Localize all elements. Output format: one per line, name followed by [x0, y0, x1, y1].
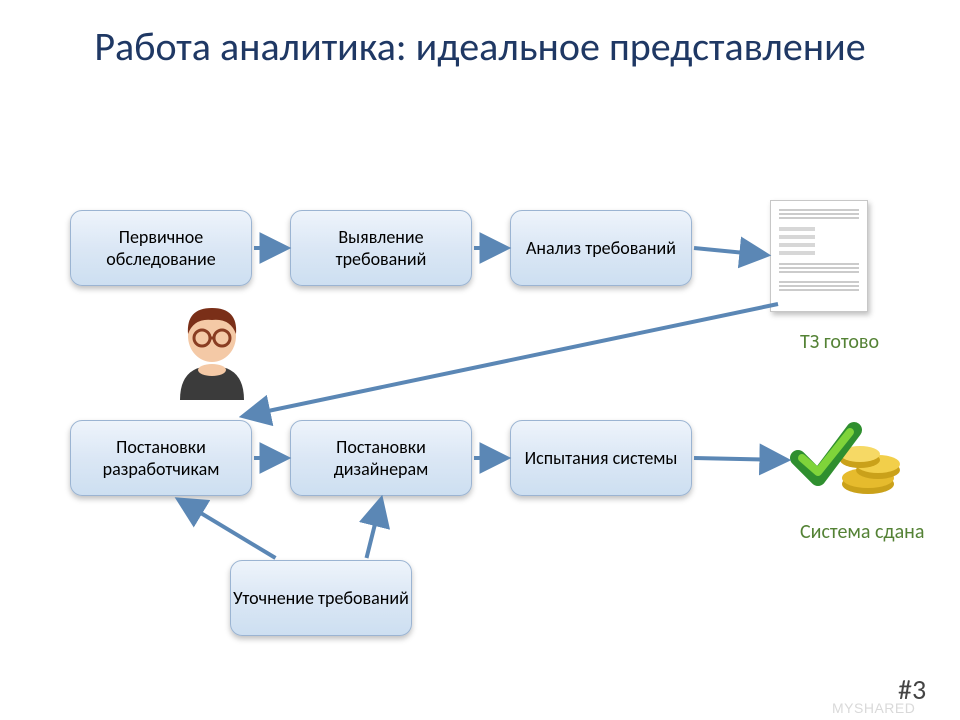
- node-req-elicitation: Выявление требований: [290, 210, 472, 286]
- document-icon: [770, 200, 868, 312]
- node-req-clarify: Уточнение требований: [230, 560, 412, 636]
- node-req-analysis: Анализ требований: [510, 210, 692, 286]
- slide-title: Работа аналитика: идеальное представлени…: [0, 24, 960, 70]
- node-initial-survey: Первичное обследование: [70, 210, 252, 286]
- watermark: MYSHARED: [832, 700, 915, 716]
- slide-canvas: Работа аналитика: идеальное представлени…: [0, 0, 960, 720]
- analyst-person-icon: [170, 300, 254, 400]
- done-check-coins-icon: [790, 420, 900, 500]
- arrow-layer: [0, 0, 960, 720]
- node-design-tasks: Постановки дизайнерам: [290, 420, 472, 496]
- node-system-tests: Испытания системы: [510, 420, 692, 496]
- node-dev-tasks: Постановки разработчикам: [70, 420, 252, 496]
- label-spec-ready: ТЗ готово: [800, 330, 950, 354]
- label-system-delivered: Система сдана: [800, 520, 950, 544]
